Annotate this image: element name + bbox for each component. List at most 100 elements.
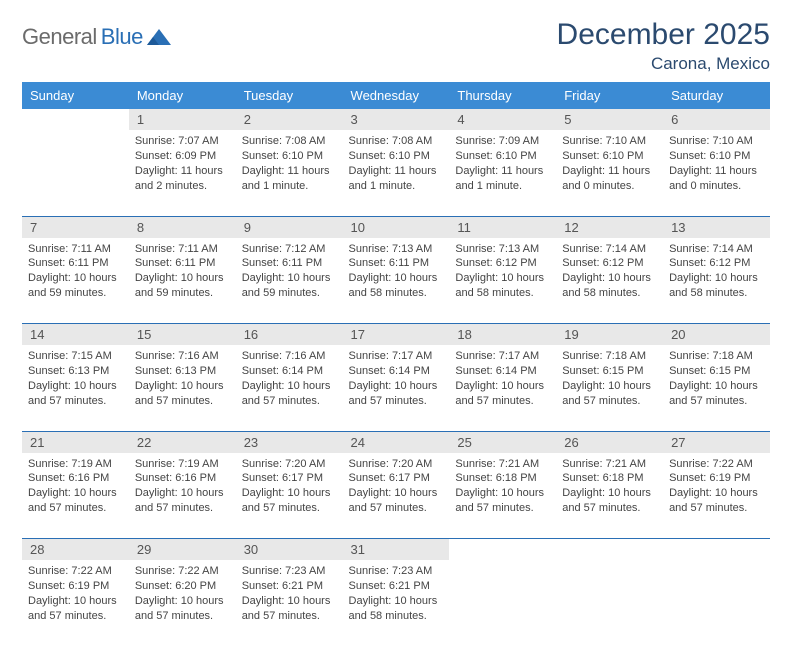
day-cell: Sunrise: 7:13 AMSunset: 6:11 PMDaylight:… <box>343 238 450 324</box>
day-number-cell: 24 <box>343 431 450 453</box>
day-details: Sunrise: 7:11 AMSunset: 6:11 PMDaylight:… <box>28 242 123 301</box>
weekday-header: Sunday <box>22 82 129 109</box>
day-number-cell: 29 <box>129 539 236 561</box>
weekday-header: Saturday <box>663 82 770 109</box>
sunrise-line: Sunrise: 7:18 AM <box>669 349 764 364</box>
day-number-cell: 27 <box>663 431 770 453</box>
sunrise-line: Sunrise: 7:19 AM <box>28 457 123 472</box>
sunset-line: Sunset: 6:11 PM <box>242 256 337 271</box>
day-cell: Sunrise: 7:18 AMSunset: 6:15 PMDaylight:… <box>556 345 663 431</box>
sunset-line: Sunset: 6:15 PM <box>669 364 764 379</box>
day-details: Sunrise: 7:14 AMSunset: 6:12 PMDaylight:… <box>562 242 657 301</box>
day-number-cell <box>556 539 663 561</box>
sunrise-line: Sunrise: 7:23 AM <box>349 564 444 579</box>
daylight-line: Daylight: 10 hours and 57 minutes. <box>669 486 764 516</box>
day-number-cell: 1 <box>129 109 236 130</box>
sunset-line: Sunset: 6:10 PM <box>455 149 550 164</box>
daylight-line: Daylight: 10 hours and 59 minutes. <box>135 271 230 301</box>
weekday-header: Wednesday <box>343 82 450 109</box>
day-cell: Sunrise: 7:16 AMSunset: 6:13 PMDaylight:… <box>129 345 236 431</box>
sunset-line: Sunset: 6:18 PM <box>455 471 550 486</box>
day-details: Sunrise: 7:12 AMSunset: 6:11 PMDaylight:… <box>242 242 337 301</box>
week-row: Sunrise: 7:22 AMSunset: 6:19 PMDaylight:… <box>22 560 770 646</box>
sunset-line: Sunset: 6:12 PM <box>669 256 764 271</box>
week-row: Sunrise: 7:15 AMSunset: 6:13 PMDaylight:… <box>22 345 770 431</box>
sunset-line: Sunset: 6:10 PM <box>349 149 444 164</box>
sunrise-line: Sunrise: 7:20 AM <box>349 457 444 472</box>
daylight-line: Daylight: 10 hours and 57 minutes. <box>562 486 657 516</box>
day-details: Sunrise: 7:08 AMSunset: 6:10 PMDaylight:… <box>349 134 444 193</box>
day-cell <box>663 560 770 646</box>
day-number-cell: 17 <box>343 324 450 346</box>
sunset-line: Sunset: 6:14 PM <box>455 364 550 379</box>
day-cell: Sunrise: 7:10 AMSunset: 6:10 PMDaylight:… <box>556 130 663 216</box>
day-details: Sunrise: 7:21 AMSunset: 6:18 PMDaylight:… <box>562 457 657 516</box>
sunrise-line: Sunrise: 7:11 AM <box>135 242 230 257</box>
day-cell: Sunrise: 7:09 AMSunset: 6:10 PMDaylight:… <box>449 130 556 216</box>
day-details: Sunrise: 7:17 AMSunset: 6:14 PMDaylight:… <box>455 349 550 408</box>
day-details: Sunrise: 7:18 AMSunset: 6:15 PMDaylight:… <box>669 349 764 408</box>
day-number-cell: 4 <box>449 109 556 130</box>
calendar-page: GeneralBlue December 2025 Carona, Mexico… <box>0 0 792 612</box>
daylight-line: Daylight: 10 hours and 57 minutes. <box>669 379 764 409</box>
day-details: Sunrise: 7:13 AMSunset: 6:12 PMDaylight:… <box>455 242 550 301</box>
daylight-line: Daylight: 10 hours and 57 minutes. <box>135 486 230 516</box>
daylight-line: Daylight: 10 hours and 57 minutes. <box>135 379 230 409</box>
day-number-cell: 15 <box>129 324 236 346</box>
daynum-row: 14151617181920 <box>22 324 770 346</box>
sunrise-line: Sunrise: 7:21 AM <box>455 457 550 472</box>
sunrise-line: Sunrise: 7:08 AM <box>349 134 444 149</box>
day-number-cell: 28 <box>22 539 129 561</box>
sunset-line: Sunset: 6:17 PM <box>242 471 337 486</box>
day-details: Sunrise: 7:21 AMSunset: 6:18 PMDaylight:… <box>455 457 550 516</box>
day-number-cell: 14 <box>22 324 129 346</box>
day-details: Sunrise: 7:16 AMSunset: 6:14 PMDaylight:… <box>242 349 337 408</box>
day-number-cell: 9 <box>236 216 343 238</box>
sunrise-line: Sunrise: 7:18 AM <box>562 349 657 364</box>
brand-part2: Blue <box>101 24 143 50</box>
day-cell <box>556 560 663 646</box>
sunrise-line: Sunrise: 7:10 AM <box>669 134 764 149</box>
daylight-line: Daylight: 11 hours and 1 minute. <box>242 164 337 194</box>
weekday-header: Thursday <box>449 82 556 109</box>
sunrise-line: Sunrise: 7:14 AM <box>669 242 764 257</box>
sunset-line: Sunset: 6:11 PM <box>349 256 444 271</box>
day-cell <box>22 130 129 216</box>
sunrise-line: Sunrise: 7:14 AM <box>562 242 657 257</box>
sunset-line: Sunset: 6:14 PM <box>349 364 444 379</box>
day-cell: Sunrise: 7:12 AMSunset: 6:11 PMDaylight:… <box>236 238 343 324</box>
daylight-line: Daylight: 10 hours and 57 minutes. <box>242 594 337 624</box>
day-number-cell: 10 <box>343 216 450 238</box>
daylight-line: Daylight: 10 hours and 57 minutes. <box>28 379 123 409</box>
daylight-line: Daylight: 10 hours and 59 minutes. <box>242 271 337 301</box>
sunrise-line: Sunrise: 7:17 AM <box>455 349 550 364</box>
day-cell: Sunrise: 7:22 AMSunset: 6:20 PMDaylight:… <box>129 560 236 646</box>
sunrise-line: Sunrise: 7:13 AM <box>455 242 550 257</box>
day-details: Sunrise: 7:15 AMSunset: 6:13 PMDaylight:… <box>28 349 123 408</box>
sunset-line: Sunset: 6:10 PM <box>669 149 764 164</box>
sunrise-line: Sunrise: 7:21 AM <box>562 457 657 472</box>
sunrise-line: Sunrise: 7:16 AM <box>242 349 337 364</box>
day-cell <box>449 560 556 646</box>
day-cell: Sunrise: 7:19 AMSunset: 6:16 PMDaylight:… <box>22 453 129 539</box>
sunset-line: Sunset: 6:10 PM <box>562 149 657 164</box>
daylight-line: Daylight: 10 hours and 58 minutes. <box>562 271 657 301</box>
day-number-cell: 3 <box>343 109 450 130</box>
sunset-line: Sunset: 6:20 PM <box>135 579 230 594</box>
sunset-line: Sunset: 6:14 PM <box>242 364 337 379</box>
sunset-line: Sunset: 6:19 PM <box>669 471 764 486</box>
logo-triangle-icon <box>147 27 173 47</box>
day-cell: Sunrise: 7:20 AMSunset: 6:17 PMDaylight:… <box>343 453 450 539</box>
day-cell: Sunrise: 7:08 AMSunset: 6:10 PMDaylight:… <box>343 130 450 216</box>
daynum-row: 21222324252627 <box>22 431 770 453</box>
day-details: Sunrise: 7:10 AMSunset: 6:10 PMDaylight:… <box>562 134 657 193</box>
sunset-line: Sunset: 6:09 PM <box>135 149 230 164</box>
day-number-cell <box>22 109 129 130</box>
day-cell: Sunrise: 7:22 AMSunset: 6:19 PMDaylight:… <box>22 560 129 646</box>
daylight-line: Daylight: 10 hours and 59 minutes. <box>28 271 123 301</box>
sunset-line: Sunset: 6:13 PM <box>28 364 123 379</box>
day-number-cell <box>449 539 556 561</box>
day-number-cell: 11 <box>449 216 556 238</box>
day-details: Sunrise: 7:22 AMSunset: 6:20 PMDaylight:… <box>135 564 230 623</box>
daynum-row: 28293031 <box>22 539 770 561</box>
